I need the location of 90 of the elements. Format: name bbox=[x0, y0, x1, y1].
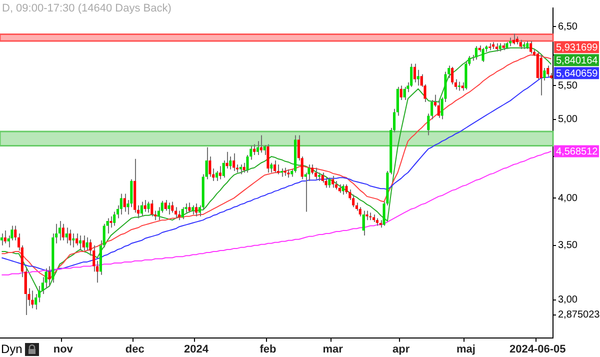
x-tick-label: mar bbox=[322, 343, 344, 356]
candlestick bbox=[147, 201, 150, 214]
text: Dyn bbox=[1, 342, 22, 356]
data-label: 5,640659 bbox=[556, 68, 598, 80]
candlestick bbox=[0, 232, 3, 246]
candlestick bbox=[48, 266, 51, 287]
candlestick bbox=[226, 151, 228, 170]
candlestick bbox=[474, 46, 478, 60]
candlestick bbox=[311, 164, 314, 175]
candlestick bbox=[68, 229, 72, 246]
candlestick bbox=[242, 162, 246, 174]
candlestick bbox=[362, 210, 365, 236]
candlestick bbox=[222, 160, 225, 178]
y-tick-label: 5,50 bbox=[558, 80, 578, 92]
candlestick bbox=[358, 206, 362, 217]
candlestick bbox=[157, 206, 160, 221]
candlestick bbox=[519, 39, 522, 50]
candlestick bbox=[215, 170, 218, 182]
candlestick bbox=[82, 234, 85, 251]
candlestick bbox=[62, 223, 64, 241]
y-tick-label: 4,00 bbox=[558, 192, 578, 204]
candlestick bbox=[113, 211, 116, 226]
candlestick bbox=[171, 201, 174, 214]
x-tick-label: 2024 bbox=[184, 343, 210, 356]
candlestick bbox=[400, 85, 402, 101]
candlestick bbox=[4, 230, 6, 244]
candlestick bbox=[229, 156, 232, 170]
y-tick-label: 6,50 bbox=[558, 21, 578, 32]
candlestick bbox=[192, 204, 194, 215]
candlestick bbox=[86, 236, 88, 251]
candlestick bbox=[34, 294, 38, 310]
candlestick bbox=[58, 220, 62, 241]
candlestick bbox=[164, 199, 167, 212]
candlestick bbox=[218, 166, 222, 180]
y-tick-label: 3,50 bbox=[558, 240, 578, 252]
data-label: 4,568512 bbox=[556, 146, 598, 158]
candlestick bbox=[260, 134, 262, 154]
candlestick bbox=[540, 54, 542, 96]
candlestick bbox=[208, 156, 212, 178]
candlestick bbox=[110, 216, 112, 228]
x-tick-label: dec bbox=[125, 343, 144, 356]
candlestick bbox=[76, 232, 78, 246]
candlestick bbox=[482, 47, 484, 62]
candlestick bbox=[530, 40, 532, 54]
x-tick-label: apr bbox=[392, 343, 410, 356]
candlestick bbox=[178, 210, 180, 221]
candlestick bbox=[120, 193, 122, 215]
candlestick bbox=[253, 144, 256, 156]
candlestick bbox=[239, 164, 242, 175]
candlestick bbox=[144, 199, 146, 212]
candlestick bbox=[195, 203, 198, 217]
candlestick bbox=[168, 202, 170, 215]
candlestick bbox=[140, 201, 143, 217]
candlestick bbox=[328, 177, 331, 188]
candlestick bbox=[65, 227, 68, 244]
candlestick bbox=[274, 160, 276, 174]
candlestick bbox=[546, 65, 550, 78]
candlestick bbox=[232, 152, 236, 172]
x-tick-label: feb bbox=[260, 343, 276, 356]
candlestick bbox=[342, 184, 344, 196]
candlestick bbox=[543, 68, 546, 81]
x-tick-label: maj bbox=[456, 343, 476, 356]
candlestick bbox=[150, 199, 154, 217]
candlestick bbox=[123, 193, 126, 212]
x-tick-label: nov bbox=[53, 343, 74, 356]
y-tick-label: 5,00 bbox=[558, 114, 578, 126]
candlestick bbox=[458, 81, 460, 92]
candlestick bbox=[72, 232, 75, 248]
candlestick bbox=[314, 167, 318, 180]
candlestick bbox=[416, 69, 420, 86]
candlestick bbox=[366, 210, 368, 221]
y-tick-label: 3,00 bbox=[558, 294, 578, 306]
chart-title: D, 09:00-17:30 (14640 Days Back) bbox=[2, 2, 172, 15]
y-tick-label: 2,875023 bbox=[558, 310, 600, 321]
candlestick bbox=[451, 66, 454, 85]
x-tick-label: 2024-06-05 bbox=[510, 343, 566, 356]
candlestick bbox=[188, 202, 191, 214]
candlestick bbox=[78, 234, 82, 251]
candlestick bbox=[332, 175, 334, 188]
candlestick bbox=[181, 206, 184, 220]
candlestick bbox=[256, 140, 260, 156]
candlestick bbox=[413, 63, 416, 83]
candlestick bbox=[31, 290, 34, 309]
candlestick bbox=[270, 162, 273, 174]
candlestick bbox=[345, 184, 348, 194]
data-label: 5,840164 bbox=[556, 55, 598, 66]
candlestick bbox=[321, 172, 324, 184]
data-label: 5,931699 bbox=[556, 42, 598, 54]
candlestick bbox=[266, 144, 270, 174]
candlestick bbox=[403, 86, 406, 101]
